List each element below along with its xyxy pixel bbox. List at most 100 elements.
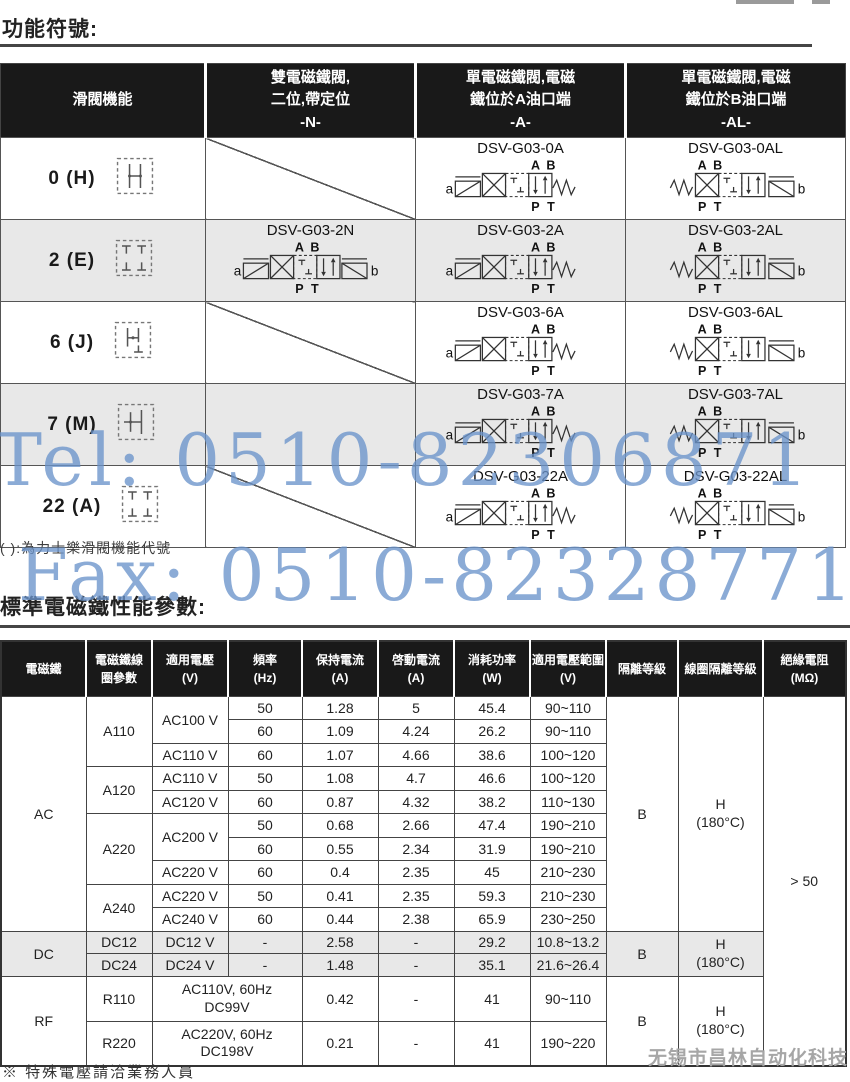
svg-text:P: P	[698, 282, 706, 296]
cell: 2.66	[377, 813, 455, 838]
section-cell: RF	[0, 975, 87, 1067]
special-voltage-note: ※ 特殊電壓請洽業務人員	[2, 1064, 196, 1081]
svg-text:B: B	[546, 159, 555, 173]
valve-diagram-icon: b A B P T	[657, 322, 815, 383]
not-available-cell	[205, 301, 416, 384]
cell: 1.09	[301, 719, 379, 744]
cell: 5	[377, 695, 455, 720]
svg-text:B: B	[713, 241, 722, 255]
col-header-voltage: 適用電壓 (V)	[151, 641, 228, 696]
cell: -	[377, 975, 455, 1022]
svg-text:B: B	[546, 241, 555, 255]
cell: 4.24	[377, 719, 455, 744]
svg-text:T: T	[311, 282, 319, 296]
cell: R220	[85, 1020, 153, 1067]
svg-text:T: T	[713, 282, 721, 296]
svg-text:A: A	[697, 405, 706, 419]
rexroth-code-footnote: ( ):為力士樂滑閥機能代號	[0, 540, 172, 556]
cell: 65.9	[453, 907, 531, 932]
col-header-power: 消耗功率 (W)	[453, 641, 530, 696]
valve-diagram-icon: a b A B P T	[232, 240, 390, 301]
cell: 0.21	[301, 1020, 379, 1067]
cell: 46.6	[453, 766, 531, 791]
valve-cell: DSV-G03-6A a A B P T	[415, 301, 626, 384]
valve-cell: DSV-G03-7A a A B P T	[415, 383, 626, 466]
svg-text:P: P	[698, 364, 706, 378]
svg-text:A: A	[294, 241, 303, 255]
cell: 100~120	[529, 766, 607, 791]
svg-text:b: b	[797, 182, 805, 197]
svg-text:P: P	[295, 282, 303, 296]
cell: DC24 V	[151, 953, 229, 977]
cell: 0.41	[301, 883, 379, 908]
valve-cell: DSV-G03-0AL b A B P T	[625, 137, 846, 220]
model-number: DSV-G03-2AL	[687, 222, 784, 239]
table-row: R220 AC220V, 60Hz DC198V 0.21 - 41 190~2…	[1, 1020, 846, 1067]
table1-header-row: 滑閥機能 雙電磁鐵閥, 二位,帶定位 -N- 單電磁鐵閥,電磁 鐵位於A油口端 …	[0, 63, 846, 138]
svg-text:a: a	[233, 264, 241, 279]
svg-text:b: b	[797, 510, 805, 525]
svg-text:b: b	[797, 346, 805, 361]
cell: 0.55	[301, 836, 379, 861]
model-number: DSV-G03-6AL	[687, 304, 784, 321]
cell: 0.68	[301, 813, 379, 838]
table-row: DC DC12 DC12 V - 2.58 - 29.2 10.8~13.2 B…	[0, 930, 846, 977]
cell: 4.66	[377, 742, 455, 767]
cell: 29.2	[453, 930, 531, 954]
cell: A120	[85, 766, 153, 814]
table-row: AC240 V 60 0.44 2.38 65.9 230~250	[1, 907, 846, 932]
section-cell: AC	[0, 695, 87, 932]
cell: 47.4	[453, 813, 531, 838]
cell: AC110 V	[151, 742, 229, 767]
svg-text:P: P	[698, 446, 706, 460]
table-row: AC A110 AC100 V 50 1.28 5 45.4 90~110 B …	[0, 695, 847, 1067]
svg-text:A: A	[530, 241, 539, 255]
svg-text:P: P	[531, 282, 539, 296]
svg-text:P: P	[531, 528, 539, 542]
function-symbol-table: 滑閥機能 雙電磁鐵閥, 二位,帶定位 -N- 單電磁鐵閥,電磁 鐵位於A油口端 …	[0, 63, 846, 548]
vendor-footer: 无锡市昌林自动化科技	[647, 1048, 848, 1069]
svg-text:T: T	[713, 200, 721, 214]
coil-isolation-cell: H (180°C)	[677, 975, 764, 1067]
cell: 26.2	[453, 719, 531, 744]
cell: 50	[227, 883, 303, 908]
col-header-spool-function: 滑閥機能	[0, 63, 206, 138]
valve-diagram-icon: b A B P T	[657, 404, 815, 465]
cell: A110	[85, 695, 153, 767]
cell: 210~230	[529, 883, 607, 908]
cell: 31.9	[453, 836, 531, 861]
svg-text:A: A	[530, 487, 539, 501]
svg-text:a: a	[445, 182, 453, 197]
svg-text:B: B	[546, 323, 555, 337]
section-title-solenoid-parameters: 標準電磁鐵性能參數:	[0, 596, 206, 619]
svg-text:a: a	[445, 264, 453, 279]
svg-text:A: A	[697, 241, 706, 255]
col-header-isolation-class: 隔離等級	[605, 641, 678, 696]
cell: -	[227, 930, 303, 954]
cell: 2.35	[377, 860, 455, 885]
cell: 50	[227, 766, 303, 791]
svg-text:P: P	[698, 200, 706, 214]
cell: AC240 V	[151, 907, 229, 932]
svg-text:T: T	[713, 364, 721, 378]
cell: AC220V, 60Hz DC198V	[151, 1020, 303, 1067]
model-number: DSV-G03-0AL	[687, 140, 784, 157]
cell: -	[377, 953, 455, 977]
model-number: DSV-G03-7AL	[687, 386, 784, 403]
cell: AC100 V	[151, 695, 229, 744]
table-row: A240 AC220 V 50 0.41 2.35 59.3 210~230	[1, 883, 846, 932]
cell: AC220 V	[151, 860, 229, 885]
cell: 1.07	[301, 742, 379, 767]
isolation-class-cell: B	[605, 975, 679, 1067]
spool-code: 2 (E)	[48, 249, 96, 271]
valve-cell: DSV-G03-22AL b A B P T	[625, 465, 846, 548]
svg-text:A: A	[697, 323, 706, 337]
cell: 2.35	[377, 883, 455, 908]
spool-function-cell: 7 (M)	[0, 383, 206, 466]
cell: 1.28	[301, 695, 379, 720]
isolation-class-cell: B	[605, 695, 679, 932]
svg-text:T: T	[547, 282, 555, 296]
svg-text:a: a	[445, 510, 453, 525]
spool-function-cell: 2 (E)	[0, 219, 206, 302]
